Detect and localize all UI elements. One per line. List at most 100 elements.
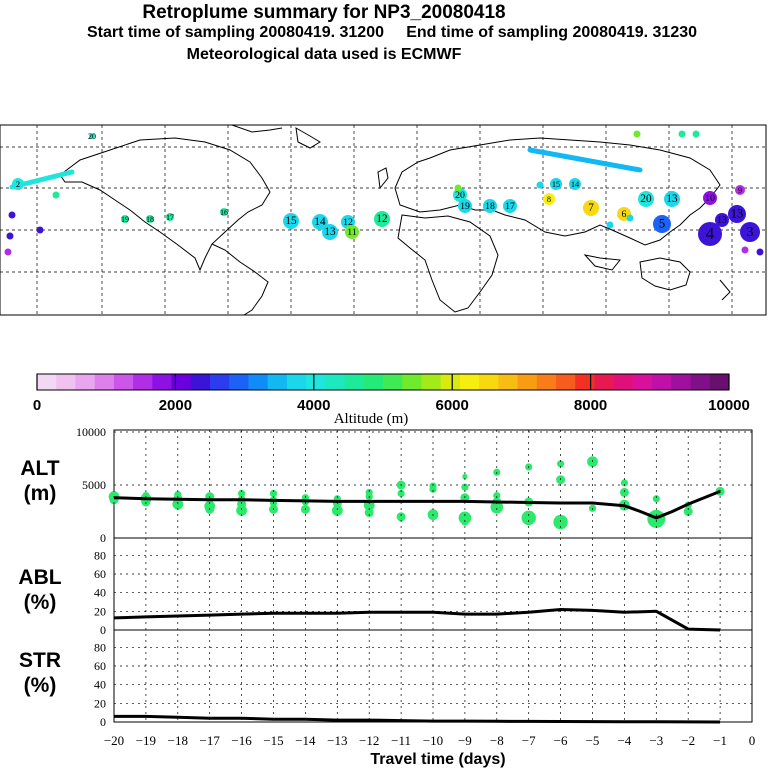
abl-panel-unit: (%)	[24, 591, 57, 614]
alt-panel-unit: (m)	[24, 482, 57, 505]
y-tick-label: 60	[94, 659, 106, 673]
svg-text:17: 17	[505, 201, 515, 212]
svg-text:17: 17	[166, 213, 174, 222]
panel-str: STR (%) 80 60 40 20 0	[19, 629, 753, 729]
svg-text:20: 20	[88, 132, 96, 141]
colorbar-cell	[113, 374, 134, 390]
colorbar-tick-labels: 0 2000 4000 6000 8000 10000	[33, 374, 750, 414]
x-tick-label: −9	[458, 733, 472, 748]
y-tick-label: 5000	[82, 478, 106, 492]
x-tick-label: −10	[423, 733, 443, 748]
svg-text:3: 3	[747, 225, 754, 240]
map-cluster-marker: 16	[220, 208, 228, 217]
svg-text:12: 12	[343, 217, 353, 228]
map-dot	[36, 226, 44, 234]
svg-text:8: 8	[547, 195, 551, 204]
panel-alt: ALT (m) 10000 5000 0	[20, 425, 753, 545]
x-tick-label: −2	[681, 733, 695, 748]
map-cluster-marker: 14	[312, 214, 328, 230]
map-dot	[52, 191, 60, 199]
map-dot	[6, 232, 14, 240]
svg-text:15: 15	[285, 215, 297, 227]
x-tick-label: −13	[327, 733, 347, 748]
map-cluster-marker: 20	[88, 132, 96, 141]
map-cluster-marker: 13	[322, 224, 338, 240]
x-tick-label: 0	[749, 733, 756, 748]
map-cluster-marker: 11	[345, 225, 359, 239]
colorbar-cell	[536, 374, 557, 390]
alt-mean-line	[113, 490, 721, 520]
colorbar-cell	[671, 374, 691, 390]
svg-text:19: 19	[460, 201, 470, 212]
y-tick-label: 0	[100, 715, 106, 729]
map-dot	[536, 181, 544, 189]
map-dot	[692, 130, 700, 138]
colorbar-cell	[652, 374, 672, 390]
map-cluster-marker: 13	[728, 205, 746, 223]
colorbar-cell	[75, 374, 96, 390]
colorbar-cell	[632, 374, 653, 390]
map-dot	[626, 214, 634, 222]
alt-cluster-point	[461, 518, 469, 526]
map-cluster-marker: 3	[740, 222, 760, 242]
map-cluster-marker: 7	[583, 200, 599, 216]
map-cluster-marker: 20	[453, 188, 467, 202]
colorbar-tick-label: 6000	[436, 397, 469, 414]
map-cluster-marker: 4	[698, 222, 722, 246]
colorbar-cell	[56, 374, 76, 390]
y-tick-label: 60	[94, 567, 106, 581]
x-tick-label: −15	[263, 733, 283, 748]
x-tick-label: −8	[490, 733, 504, 748]
colorbar-cell	[363, 374, 384, 390]
svg-text:4: 4	[706, 224, 715, 243]
map-cluster-marker: 15	[283, 213, 299, 229]
alt-cluster-point	[620, 479, 629, 487]
abl-y-ticks: 80 60 40 20 0	[94, 548, 752, 637]
x-axis-label: Travel time (days)	[370, 751, 505, 768]
colorbar-cell	[459, 374, 480, 390]
colorbar-cell	[267, 374, 288, 390]
x-tick-label: −11	[391, 733, 411, 748]
colorbar-cell	[383, 374, 403, 390]
map-cluster-marker: 9	[735, 185, 745, 195]
alt-cluster-point	[461, 483, 469, 491]
svg-text:13: 13	[717, 215, 727, 226]
colorbar-cell	[190, 374, 211, 390]
str-line	[114, 714, 721, 724]
chart-title: Retroplume summary for NP3_20080418	[142, 2, 506, 23]
x-tick-label: −20	[104, 733, 124, 748]
alt-y-ticks: 10000 5000 0	[76, 425, 752, 545]
map-cluster-marker: 2	[12, 178, 24, 190]
map-cluster-marker: 17	[503, 199, 517, 213]
map-cluster-marker: 13	[664, 191, 680, 207]
x-tick-label: −4	[617, 733, 631, 748]
map-cluster-marker: 17	[166, 213, 174, 222]
x-tick-label: −18	[168, 733, 188, 748]
colorbar-tick-label: 0	[33, 397, 41, 414]
colorbar-cell	[479, 374, 499, 390]
colorbar-cell	[248, 374, 269, 390]
svg-text:15: 15	[552, 180, 560, 189]
svg-text:20: 20	[640, 193, 652, 205]
svg-text:16: 16	[220, 208, 228, 217]
colorbar-tick-label: 2000	[159, 397, 192, 414]
map-gridlines	[0, 125, 766, 315]
y-tick-label: 0	[100, 531, 106, 545]
svg-text:14: 14	[571, 180, 580, 189]
x-tick-label: −19	[136, 733, 156, 748]
x-tick-label: −3	[649, 733, 663, 748]
svg-text:5: 5	[659, 217, 665, 231]
colorbar-tick-label: 4000	[297, 397, 330, 414]
map-cluster-marker: 18	[146, 215, 154, 224]
x-tick-label: −7	[522, 733, 536, 748]
map-cluster-marker: 10	[703, 191, 717, 205]
colorbar-cell	[709, 374, 730, 390]
svg-text:7: 7	[588, 202, 594, 214]
alt-cluster-point	[553, 514, 568, 530]
alt-cluster-point	[683, 507, 693, 516]
svg-text:9: 9	[738, 186, 742, 195]
svg-text:13: 13	[666, 193, 678, 205]
alt-cluster-point	[493, 492, 501, 500]
